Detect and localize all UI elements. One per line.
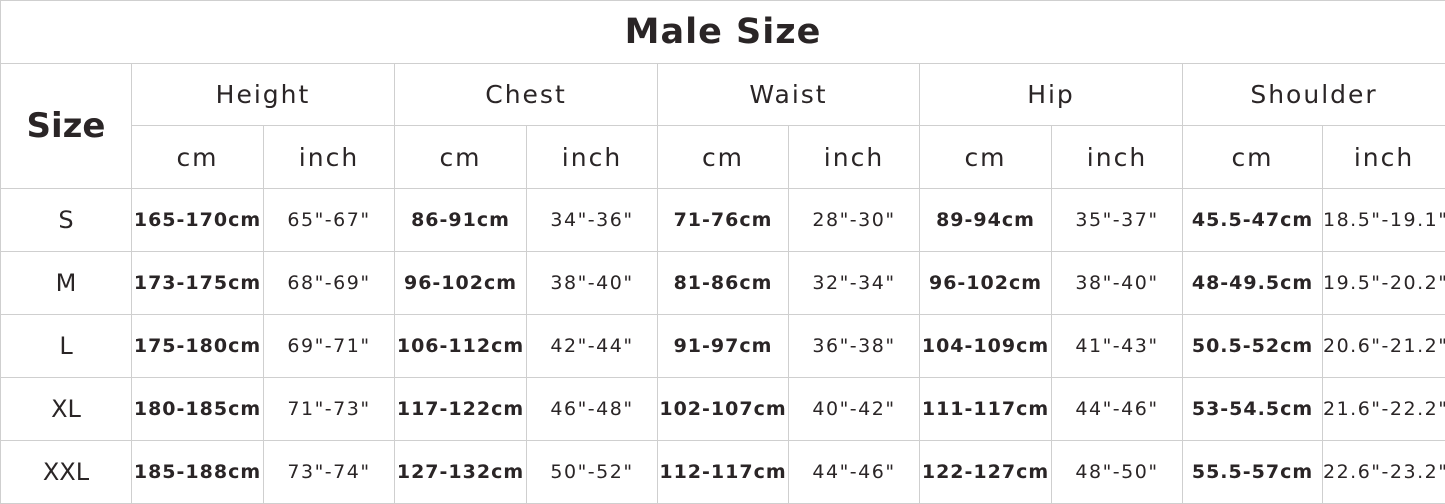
unit-header-inch: inch: [527, 126, 658, 189]
unit-header-cm: cm: [658, 126, 789, 189]
shoulder-inch-cell: 22.6"-23.2": [1323, 441, 1445, 504]
height-cm-cell: 185-188cm: [132, 441, 264, 504]
shoulder-cm-cell: 50.5-52cm: [1183, 315, 1323, 378]
shoulder-inch-cell: 18.5"-19.1": [1323, 189, 1445, 252]
chest-inch-cell: 42"-44": [527, 315, 658, 378]
waist-cm-cell: 81-86cm: [658, 252, 789, 315]
shoulder-cm-cell: 48-49.5cm: [1183, 252, 1323, 315]
unit-header-cm: cm: [920, 126, 1052, 189]
hip-inch-cell: 48"-50": [1052, 441, 1183, 504]
shoulder-inch-cell: 21.6"-22.2": [1323, 378, 1445, 441]
unit-header-inch: inch: [1052, 126, 1183, 189]
chest-inch-cell: 50"-52": [527, 441, 658, 504]
height-inch-cell: 71"-73": [264, 378, 395, 441]
height-cm-cell: 173-175cm: [132, 252, 264, 315]
hip-inch-cell: 38"-40": [1052, 252, 1183, 315]
size-label: M: [1, 252, 132, 315]
hip-cm-cell: 89-94cm: [920, 189, 1052, 252]
chest-cm-cell: 127-132cm: [395, 441, 527, 504]
table-title: Male Size: [1, 1, 1445, 64]
hip-cm-cell: 122-127cm: [920, 441, 1052, 504]
shoulder-cm-cell: 53-54.5cm: [1183, 378, 1323, 441]
chest-cm-cell: 117-122cm: [395, 378, 527, 441]
waist-cm-cell: 112-117cm: [658, 441, 789, 504]
height-cm-cell: 180-185cm: [132, 378, 264, 441]
size-label: L: [1, 315, 132, 378]
waist-cm-cell: 91-97cm: [658, 315, 789, 378]
shoulder-inch-cell: 20.6"-21.2": [1323, 315, 1445, 378]
group-header-chest: Chest: [395, 64, 658, 126]
unit-header-cm: cm: [395, 126, 527, 189]
waist-cm-cell: 71-76cm: [658, 189, 789, 252]
waist-cm-cell: 102-107cm: [658, 378, 789, 441]
shoulder-inch-cell: 19.5"-20.2": [1323, 252, 1445, 315]
height-inch-cell: 68"-69": [264, 252, 395, 315]
size-label: XL: [1, 378, 132, 441]
shoulder-cm-cell: 55.5-57cm: [1183, 441, 1323, 504]
height-cm-cell: 175-180cm: [132, 315, 264, 378]
waist-inch-cell: 36"-38": [789, 315, 920, 378]
unit-header-inch: inch: [789, 126, 920, 189]
size-label: XXL: [1, 441, 132, 504]
waist-inch-cell: 28"-30": [789, 189, 920, 252]
group-header-waist: Waist: [658, 64, 920, 126]
size-label: S: [1, 189, 132, 252]
group-header-shoulder: Shoulder: [1183, 64, 1445, 126]
hip-cm-cell: 96-102cm: [920, 252, 1052, 315]
height-inch-cell: 69"-71": [264, 315, 395, 378]
height-inch-cell: 65"-67": [264, 189, 395, 252]
hip-cm-cell: 111-117cm: [920, 378, 1052, 441]
waist-inch-cell: 32"-34": [789, 252, 920, 315]
chest-cm-cell: 86-91cm: [395, 189, 527, 252]
size-column-header: Size: [1, 64, 132, 189]
unit-header-cm: cm: [1183, 126, 1323, 189]
waist-inch-cell: 44"-46": [789, 441, 920, 504]
hip-inch-cell: 44"-46": [1052, 378, 1183, 441]
hip-inch-cell: 41"-43": [1052, 315, 1183, 378]
chest-inch-cell: 46"-48": [527, 378, 658, 441]
shoulder-cm-cell: 45.5-47cm: [1183, 189, 1323, 252]
chest-inch-cell: 38"-40": [527, 252, 658, 315]
unit-header-cm: cm: [132, 126, 264, 189]
hip-cm-cell: 104-109cm: [920, 315, 1052, 378]
unit-header-inch: inch: [264, 126, 395, 189]
waist-inch-cell: 40"-42": [789, 378, 920, 441]
height-cm-cell: 165-170cm: [132, 189, 264, 252]
height-inch-cell: 73"-74": [264, 441, 395, 504]
group-header-hip: Hip: [920, 64, 1183, 126]
chest-cm-cell: 106-112cm: [395, 315, 527, 378]
group-header-height: Height: [132, 64, 395, 126]
chest-cm-cell: 96-102cm: [395, 252, 527, 315]
unit-header-inch: inch: [1323, 126, 1445, 189]
chest-inch-cell: 34"-36": [527, 189, 658, 252]
hip-inch-cell: 35"-37": [1052, 189, 1183, 252]
